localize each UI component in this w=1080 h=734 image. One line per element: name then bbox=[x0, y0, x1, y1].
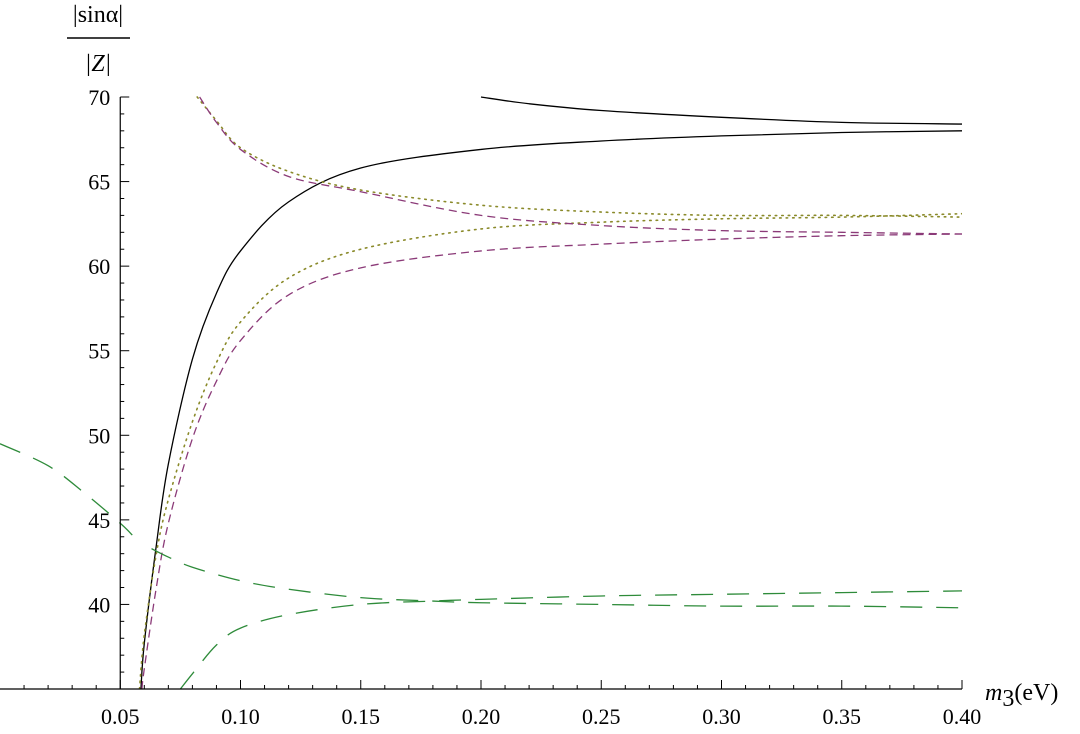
ticks-layer: 0.05 0.10 0.15 0.20 0.25 0.30 0.35 0.40 40 45 50 55… bbox=[23, 85, 982, 729]
y-axis-label-denominator: |Z| bbox=[85, 51, 112, 77]
x-axis-label: m3(eV) bbox=[985, 680, 1058, 712]
x-tick-label: 0.15 bbox=[342, 704, 381, 729]
series-line-dotted-3 bbox=[196, 96, 962, 218]
y-tick-label: 70 bbox=[88, 85, 110, 110]
x-tick-label: 0.25 bbox=[582, 704, 621, 729]
x-tick-label: 0.35 bbox=[823, 704, 862, 729]
series-line-dashed-5 bbox=[199, 96, 962, 235]
y-tick-label: 55 bbox=[88, 339, 110, 364]
series-line-dotted-2 bbox=[138, 212, 962, 689]
y-tick-label: 45 bbox=[88, 508, 110, 533]
x-axis-label-var: m bbox=[985, 680, 1002, 706]
y-tick-label: 65 bbox=[88, 170, 110, 195]
y-tick-label: 50 bbox=[88, 423, 110, 448]
x-tick-label: 0.30 bbox=[702, 704, 741, 729]
x-axis-label-subscript: 3 bbox=[1002, 686, 1014, 712]
series-line-solid-1 bbox=[480, 96, 962, 125]
series-layer bbox=[0, 96, 962, 689]
x-axis-label-unit: (eV) bbox=[1014, 680, 1058, 706]
axes-layer bbox=[0, 97, 962, 690]
labels-layer: |sinα| |Z| m3(eV) bbox=[67, 2, 1058, 712]
x-tick-label: 0.05 bbox=[101, 704, 140, 729]
x-tick-label: 0.20 bbox=[462, 704, 501, 729]
series-line-long-dashed-6 bbox=[0, 443, 133, 536]
x-tick-label: 0.40 bbox=[943, 704, 982, 729]
y-axis-label-numerator: |sinα| bbox=[73, 2, 123, 28]
series-line-solid-0 bbox=[140, 130, 962, 689]
y-tick-label: 60 bbox=[88, 254, 110, 279]
x-tick-label: 0.10 bbox=[221, 704, 260, 729]
series-line-long-dashed-8 bbox=[179, 590, 962, 689]
series-line-dashed-4 bbox=[141, 233, 962, 689]
series-line-long-dashed-7 bbox=[151, 548, 962, 609]
y-tick-label: 40 bbox=[88, 592, 110, 617]
